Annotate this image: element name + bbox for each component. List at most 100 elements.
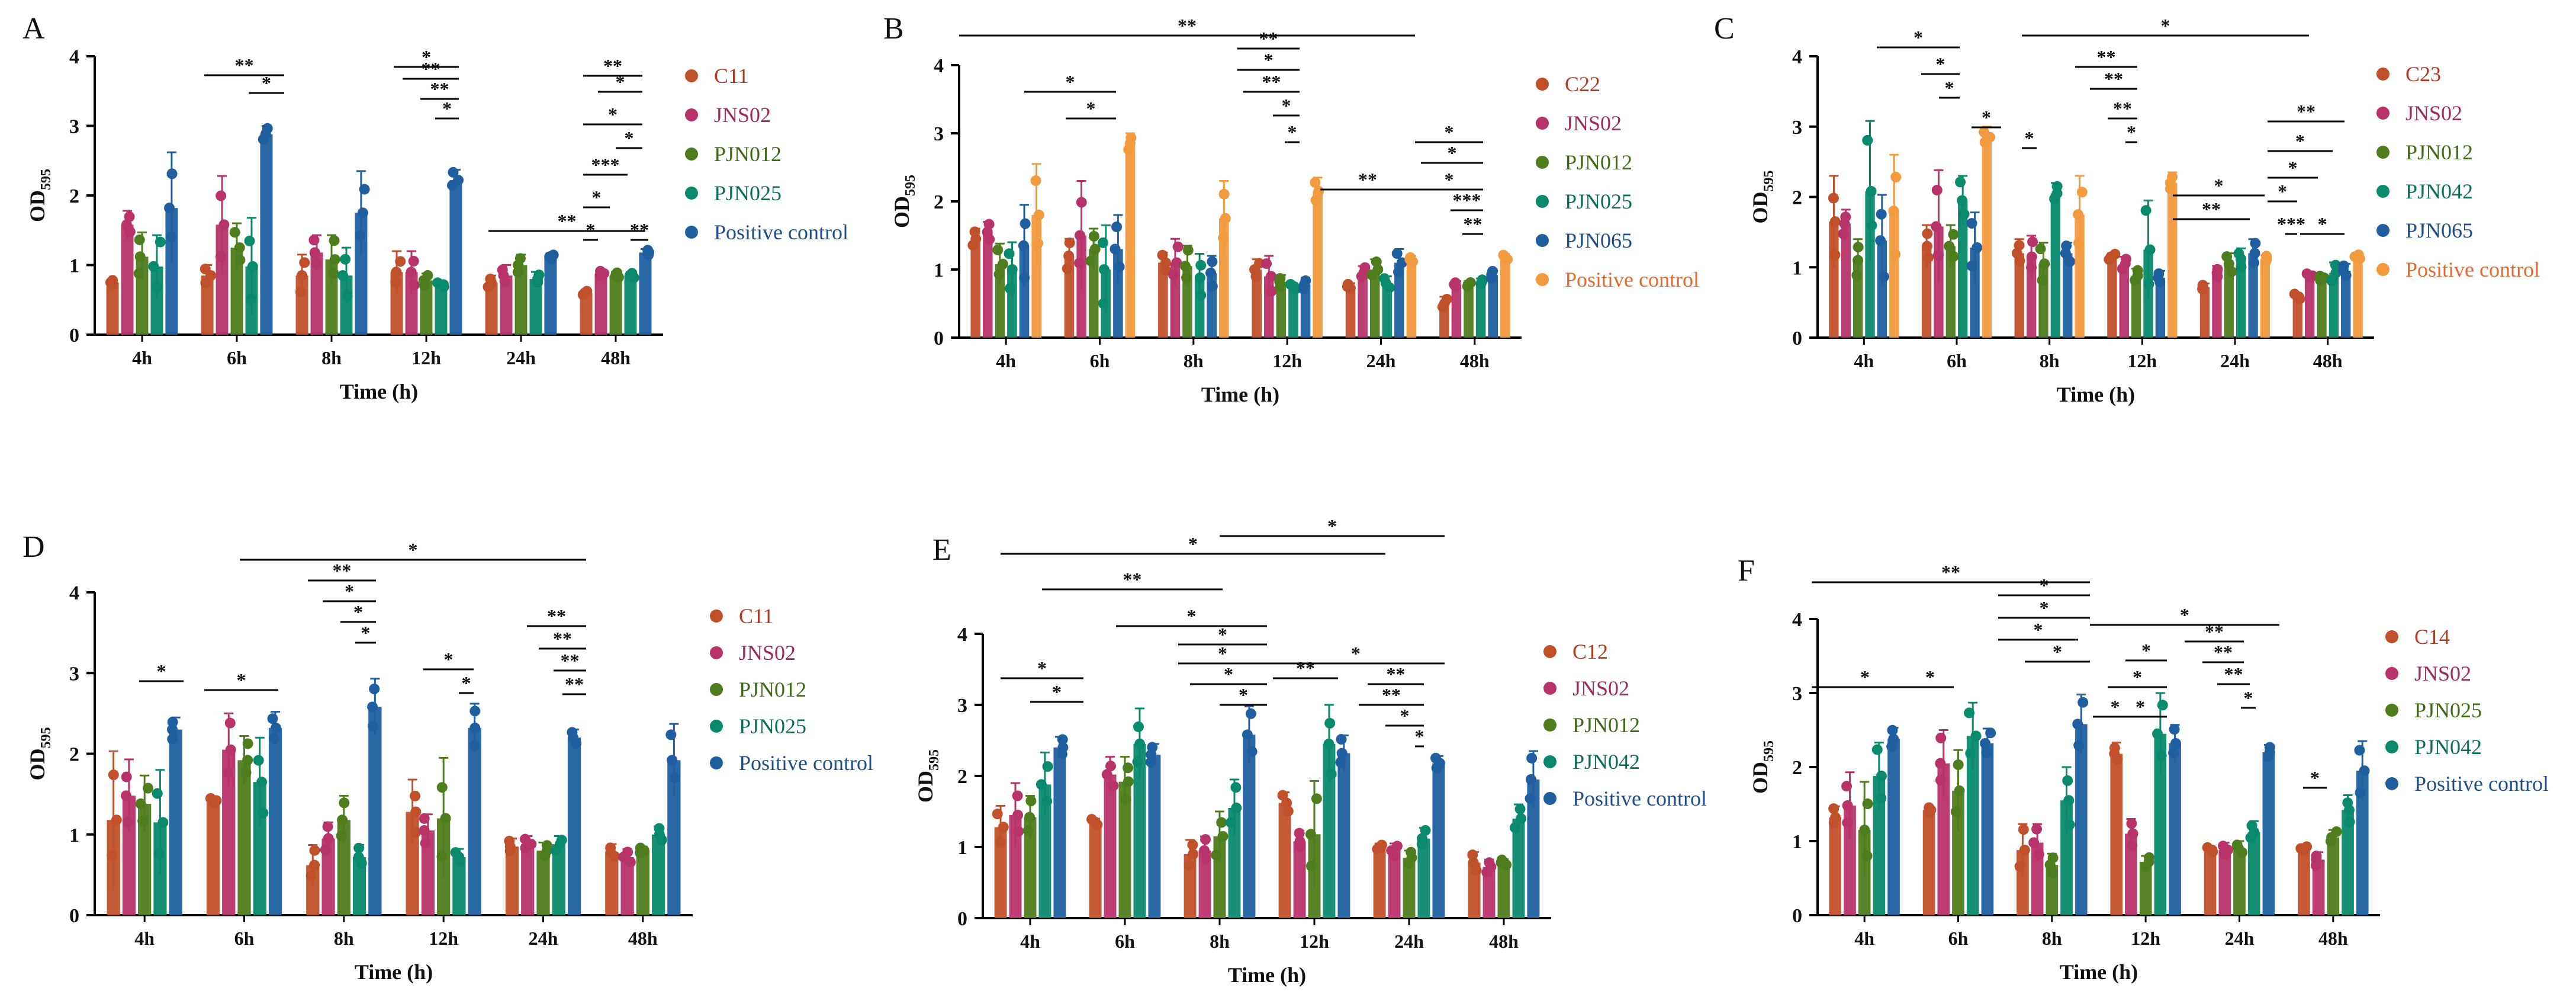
legend-marker: [2385, 667, 2398, 680]
x-tick-label: 48h: [2313, 350, 2343, 371]
significance-label: *: [1445, 121, 1454, 143]
data-point: [1157, 249, 1168, 261]
bar-positive-control-4h: [1889, 211, 1899, 338]
bar-positive-control-8h: [1243, 734, 1256, 918]
significance-label: *: [2310, 767, 2320, 788]
data-point: [1335, 757, 1346, 768]
legend-marker: [710, 720, 723, 733]
data-point: [1866, 220, 1877, 231]
y-tick-label: 3: [1792, 683, 1802, 705]
legend-marker: [1543, 755, 1556, 768]
data-point: [1188, 849, 1199, 859]
data-point: [258, 807, 269, 819]
significance-label: *: [2180, 604, 2189, 626]
data-point: [2076, 187, 2088, 198]
data-point: [357, 207, 368, 219]
data-point: [410, 826, 422, 838]
bar-positive-control-12h: [1313, 191, 1323, 338]
data-point: [2314, 271, 2326, 282]
bar-jns02-8h: [321, 838, 335, 915]
y-tick-label: 0: [1792, 905, 1802, 927]
bar-c11-4h: [106, 282, 119, 335]
bar-jns02-12h: [1293, 841, 1306, 918]
data-point: [2143, 278, 2154, 290]
bar-pjn012-48h: [1464, 284, 1474, 338]
significance-label: **: [561, 650, 580, 671]
significance-label: **: [1941, 562, 1960, 583]
legend-marker: [1536, 156, 1549, 169]
significance-label: *: [353, 601, 363, 623]
data-point: [1935, 732, 1947, 743]
data-point: [2338, 260, 2349, 271]
legend-label: PJN042: [2405, 179, 2473, 203]
significance-label: **: [1464, 213, 1482, 235]
data-point: [1828, 803, 1839, 814]
bar-jns02-48h: [2312, 859, 2325, 915]
data-point: [2140, 205, 2152, 216]
data-point: [626, 268, 638, 279]
x-tick-label: 4h: [1854, 350, 1874, 371]
x-tick-label: 12h: [411, 347, 441, 368]
bar-jns02-48h: [594, 273, 607, 335]
legend-marker: [710, 683, 723, 696]
bar-jns02-24h: [1358, 272, 1368, 338]
data-point: [297, 270, 308, 281]
data-point: [1416, 833, 1427, 844]
data-point: [1516, 813, 1527, 824]
legend-marker: [1536, 117, 1549, 130]
data-point: [1979, 126, 1990, 137]
data-point: [355, 230, 366, 242]
bar-jns02-48h: [1451, 284, 1462, 338]
data-point: [166, 231, 177, 242]
y-tick-label: 0: [69, 325, 79, 347]
data-point: [1450, 277, 1461, 288]
legend-label: JNS02: [714, 103, 771, 127]
data-point: [581, 286, 593, 297]
data-point: [368, 720, 379, 732]
data-point: [1181, 272, 1192, 283]
data-point: [299, 257, 310, 268]
data-point: [567, 727, 578, 738]
data-point: [1876, 793, 1887, 804]
data-point: [2127, 840, 2138, 851]
data-point: [336, 830, 347, 842]
x-axis-label: Time (h): [1201, 383, 1279, 406]
significance-label: **: [553, 628, 572, 649]
data-point: [1245, 708, 1256, 719]
bar-positive-control-48h: [1500, 257, 1510, 338]
data-point: [1018, 240, 1029, 251]
significance-label: **: [2224, 663, 2243, 685]
legend-marker: [2385, 740, 2398, 753]
data-point: [328, 268, 339, 279]
data-point: [157, 817, 169, 828]
data-point: [2344, 816, 2355, 827]
significance-label: *: [2133, 666, 2142, 688]
legend-marker: [710, 756, 723, 769]
data-point: [1199, 845, 1210, 856]
data-point: [995, 837, 1006, 848]
data-point: [541, 840, 552, 851]
data-point: [1218, 188, 1230, 200]
data-point: [406, 267, 417, 278]
legend-label: JNS02: [1572, 676, 1629, 700]
significance-label: *: [1327, 515, 1337, 537]
data-point: [1211, 849, 1222, 861]
significance-label: **: [1259, 28, 1278, 49]
data-point: [1371, 256, 1382, 268]
data-point: [1859, 825, 1870, 836]
data-point: [504, 835, 515, 846]
data-point: [997, 258, 1008, 270]
panel-label: E: [932, 533, 951, 567]
significance-label: *: [2288, 157, 2298, 178]
data-point: [1828, 193, 1839, 204]
bar-c12-48h: [1468, 862, 1481, 918]
bar-positive-control-12h: [2169, 743, 2181, 915]
significance-label: *: [262, 72, 271, 94]
bar-positive-control-4h: [1053, 748, 1066, 918]
bar-pjn042-6h: [1133, 744, 1146, 918]
x-tick-label: 4h: [1854, 928, 1874, 949]
bar-pjn025-48h: [1475, 281, 1486, 338]
significance-label: *: [2161, 15, 2170, 36]
bar-positive-control-6h: [260, 134, 273, 335]
